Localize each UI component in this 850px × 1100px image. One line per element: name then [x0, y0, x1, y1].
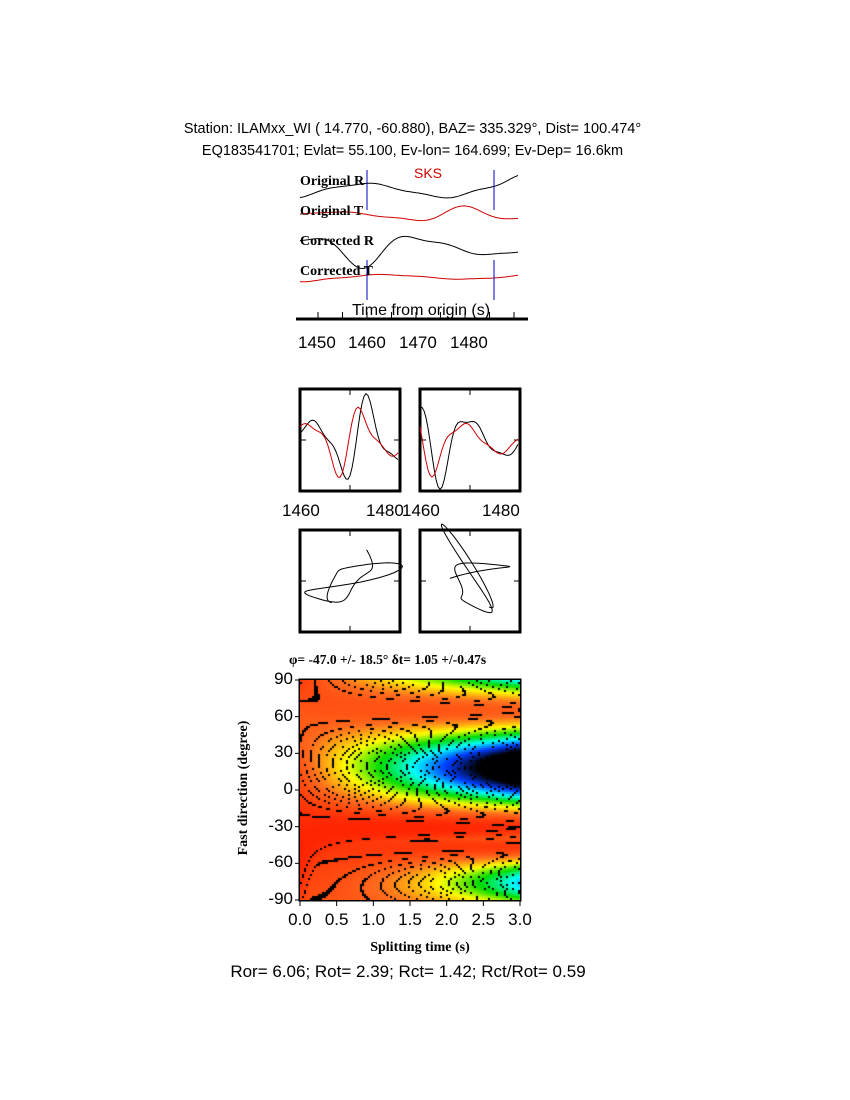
trace-xtick: 1460	[348, 333, 386, 352]
trace-0	[299, 175, 519, 199]
y-axis-label: Fast direction (degree)	[236, 720, 251, 856]
x-tick-label: 0.0	[288, 910, 312, 929]
y-tick-label: 90	[274, 669, 293, 688]
chart-title: φ= -47.0 +/- 18.5° δt= 1.05 +/-0.47s	[289, 652, 487, 667]
panel-left-xtick: 1480	[366, 501, 404, 520]
particle-motion	[440, 523, 511, 614]
particle-motion-panel	[418, 528, 522, 634]
x-tick-label: 2.0	[434, 910, 459, 929]
particle-motion-panel	[298, 528, 402, 634]
panel-right-xtick: 1460	[402, 501, 440, 520]
station-header: Station: ILAMxx_WI ( 14.770, -60.880), B…	[183, 121, 642, 137]
fast-slow-trace	[419, 422, 519, 478]
trace-xtick: 1480	[450, 333, 488, 352]
trace-xtick: 1470	[399, 333, 437, 352]
trace-1	[299, 205, 518, 222]
x-tick-label: 1.5	[398, 910, 422, 929]
panel-right-xtick: 1480	[482, 501, 520, 520]
phase-label: SKS	[414, 165, 443, 181]
trace-label-corrected-r: Corrected R	[300, 234, 374, 249]
y-tick-label: -90	[268, 889, 293, 908]
x-tick-label: 1.0	[361, 910, 386, 929]
fast-slow-trace	[299, 406, 399, 478]
x-tick-label: 3.0	[508, 910, 532, 929]
y-tick-label: -30	[268, 815, 293, 835]
trace-label-original-t: Original T	[300, 204, 364, 219]
particle-motion	[304, 549, 403, 604]
event-header: EQ183541701; Evlat= 55.100, Ev-lon= 164.…	[201, 143, 624, 159]
x-axis-label: Splitting time (s)	[370, 940, 470, 955]
misfit-heatmap	[300, 680, 520, 900]
fast-slow-trace	[420, 406, 519, 491]
trace-3	[299, 273, 519, 283]
trace-xtick: 1450	[298, 333, 336, 352]
x-tick-label: 2.5	[471, 910, 496, 929]
y-tick-label: -60	[268, 852, 293, 872]
trace-xlabel: Time from origin (s)	[352, 302, 491, 319]
y-tick-label: 60	[274, 705, 293, 725]
y-tick-label: 0	[283, 779, 293, 798]
panel-left-xtick: 1460	[282, 501, 320, 520]
y-tick-label: 30	[274, 742, 293, 762]
trace-label-corrected-t: Corrected T	[300, 264, 373, 279]
footer-stats: Ror= 6.06; Rot= 2.39; Rct= 1.42; Rct/Rot…	[230, 962, 586, 981]
trace-2	[299, 235, 519, 270]
trace-label-original-r: Original R	[300, 174, 365, 189]
x-tick-label: 0.5	[324, 910, 349, 929]
